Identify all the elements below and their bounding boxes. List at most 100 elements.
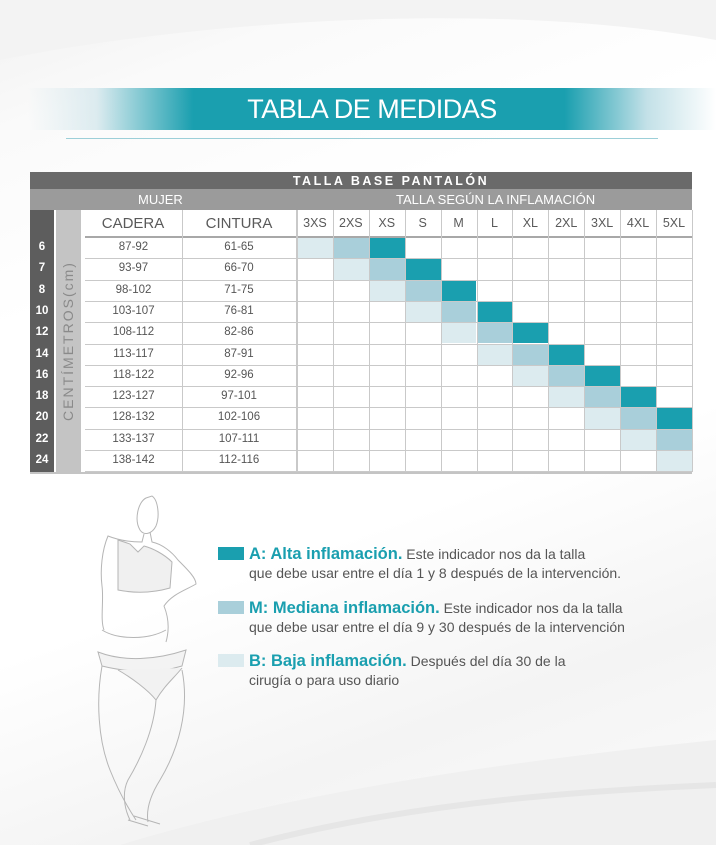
cintura-value: 76-81: [224, 304, 254, 317]
legend-baja-text: Después del día 30 de la: [406, 653, 566, 669]
shade-mediana: [548, 364, 585, 387]
shade-baja: [584, 407, 621, 429]
grid-line: [548, 210, 550, 472]
size-number: 6: [38, 241, 46, 253]
col-header-cadera: CADERA: [101, 215, 165, 232]
grid-line: [85, 407, 692, 409]
grid-line: [368, 210, 370, 472]
shade-alta: [404, 258, 441, 280]
size-number: 10: [35, 304, 49, 317]
shade-alta: [440, 279, 477, 301]
cadera-value: 103-107: [112, 304, 155, 317]
group-inflamacion: TALLA SEGÚN LA INFLAMACIÓN: [396, 192, 596, 207]
grid-line: [332, 210, 334, 472]
shade-baja: [368, 279, 405, 301]
cintura-value: 71-75: [224, 283, 254, 296]
cadera-value: 123-127: [112, 390, 155, 403]
swatch-baja: [218, 654, 244, 667]
size-number-column: [30, 210, 54, 472]
col-header-size: XS: [378, 216, 396, 230]
legend-baja-title: B: Baja inflamación.: [249, 652, 407, 670]
shade-alta: [368, 237, 405, 259]
page-title: TABLA DE MEDIDAS: [247, 94, 497, 124]
col-header-size: 3XL: [591, 216, 614, 230]
size-number: 12: [35, 326, 49, 339]
legend-mediana-title: M: Mediana inflamación.: [249, 599, 440, 617]
legend-mediana-text: Este indicador nos da la talla: [439, 600, 623, 616]
cadera-value: 93-97: [118, 262, 149, 275]
group-mujer: MUJER: [138, 192, 183, 207]
shade-mediana: [584, 386, 621, 408]
legend-baja-text2: cirugía o para uso diario: [249, 672, 400, 688]
grid-line: [85, 258, 692, 260]
shade-mediana: [368, 258, 405, 280]
shade-alta: [584, 364, 621, 387]
size-number: 16: [35, 368, 49, 381]
shade-alta: [512, 322, 549, 344]
legend-mediana-text2: que debe usar entre el día 9 y 30 despué…: [249, 619, 625, 635]
size-number: 14: [35, 347, 49, 360]
grid-line: [85, 343, 692, 345]
swatch-alta: [218, 547, 244, 560]
shade-baja: [332, 258, 369, 280]
shade-mediana: [476, 322, 513, 344]
cintura-value: 102-106: [217, 411, 261, 424]
shade-baja: [476, 343, 513, 365]
shade-mediana: [440, 300, 477, 323]
grid-line: [85, 471, 692, 473]
col-header-cintura: CINTURA: [205, 215, 273, 232]
cintura-value: 66-70: [224, 262, 254, 275]
col-header-size: 5XL: [662, 216, 686, 230]
grid-line: [85, 386, 692, 388]
cadera-value: 98-102: [115, 283, 152, 296]
cadera-value: 87-92: [118, 241, 149, 253]
size-number: 18: [35, 390, 49, 403]
col-header-size: 2XS: [339, 216, 363, 230]
unit-column: [56, 210, 81, 472]
shade-alta: [548, 343, 585, 365]
legend-alta-text2: que debe usar entre el día 1 y 8 después…: [249, 565, 622, 581]
grid-line: [85, 428, 692, 430]
woman-figure-illustration: [97, 495, 197, 827]
grid-line: [85, 236, 692, 238]
shade-mediana: [620, 407, 656, 429]
cadera-value: 113-117: [113, 347, 154, 360]
col-header-size: 4XL: [626, 216, 650, 230]
shade-alta: [620, 386, 656, 408]
table-title: TALLA BASE PANTALÓN: [30, 172, 692, 189]
cadera-value: 138-142: [112, 454, 155, 466]
cintura-value: 61-65: [224, 241, 254, 253]
cintura-value: 92-96: [224, 368, 254, 381]
legend-alta-text: Este indicador nos da la talla: [402, 546, 586, 562]
col-header-size: XL: [522, 216, 538, 230]
shade-mediana: [332, 237, 369, 259]
cadera-value: 118-122: [112, 368, 155, 381]
grid-line: [85, 322, 692, 324]
swatch-mediana: [218, 601, 244, 614]
grid-line: [85, 279, 692, 281]
shade-alta: [476, 300, 513, 323]
shade-baja: [620, 428, 656, 450]
shade-baja: [440, 322, 477, 344]
grid-line: [85, 450, 692, 451]
table-group-header: MUJER TALLA SEGÚN LA INFLAMACIÓN: [30, 189, 692, 210]
cadera-value: 108-112: [112, 326, 155, 339]
table-grid: CENTÍMETROS(cm) CADERA CINTURA 3XS 2XS XS S…: [30, 210, 693, 474]
shade-baja: [656, 450, 692, 472]
grid-line: [512, 210, 514, 472]
grid-line: [584, 210, 586, 472]
shade-alta: [656, 407, 692, 429]
size-table: TALLA BASE PANTALÓN MUJER TALLA SEGÚN LA…: [30, 172, 693, 474]
shade-baja: [512, 364, 549, 387]
cadera-value: 133-137: [112, 432, 155, 445]
size-number: 8: [38, 283, 46, 296]
cadera-value: 128-132: [112, 411, 155, 424]
cintura-value: 82-86: [224, 326, 254, 339]
grid-line: [440, 210, 442, 472]
cintura-value: 87-91: [224, 347, 254, 360]
title-banner: TABLA DE MEDIDAS: [28, 88, 716, 130]
grid-line: [656, 210, 657, 472]
cintura-value: 107-111: [218, 432, 260, 445]
shade-mediana: [656, 428, 692, 450]
unit-label: CENTÍMETROS(cm): [60, 261, 76, 421]
